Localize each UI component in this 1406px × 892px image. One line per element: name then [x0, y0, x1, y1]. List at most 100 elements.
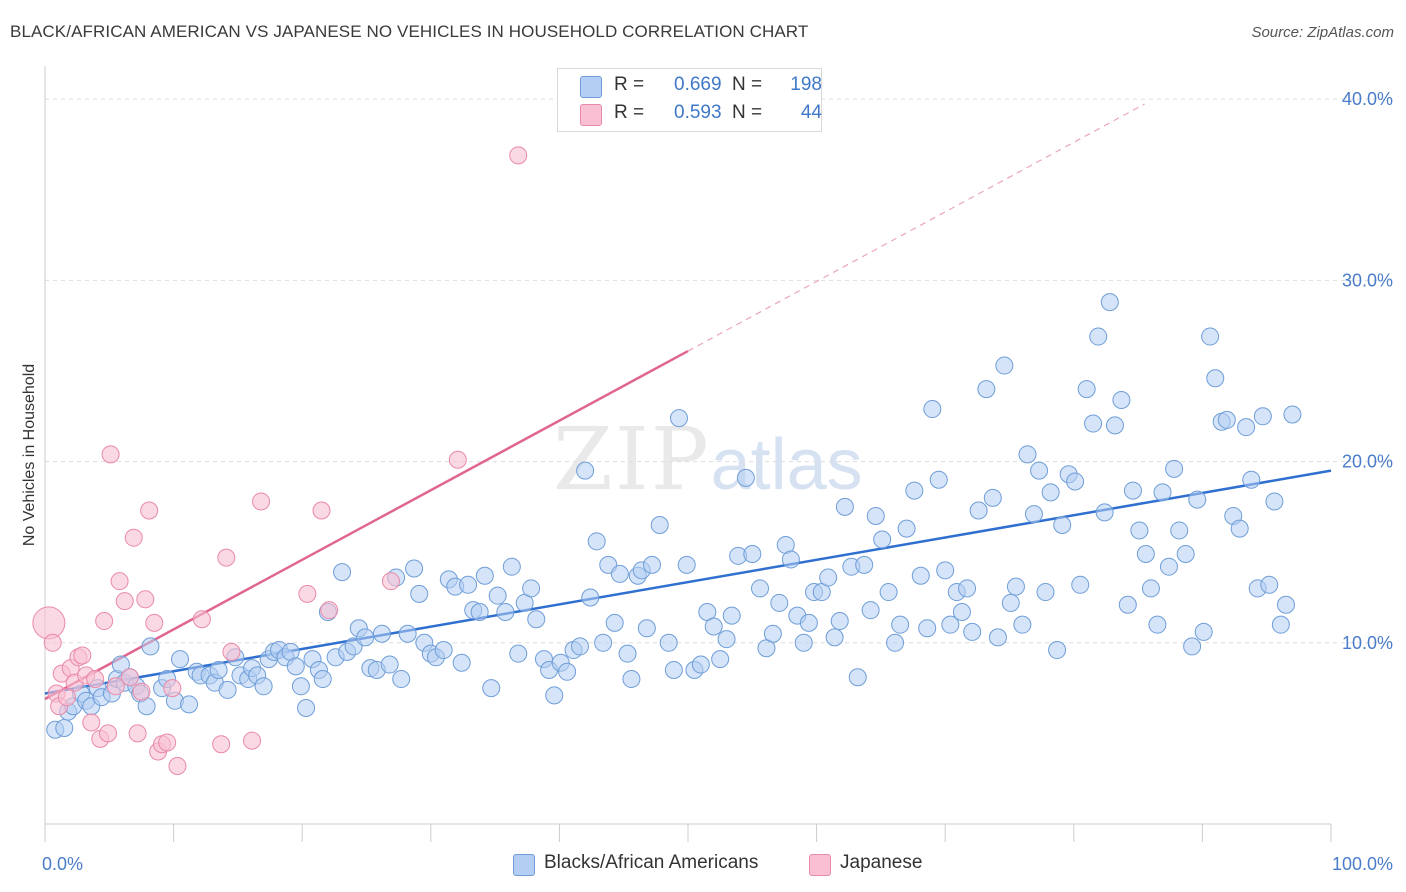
data-point-blacks: [291, 677, 310, 696]
data-point-blacks: [1253, 407, 1272, 426]
data-point-blacks: [392, 670, 411, 689]
legend-r-label: R =: [614, 102, 645, 123]
data-point-blacks: [835, 497, 854, 516]
data-point-japanese: [115, 592, 134, 611]
data-point-blacks: [452, 653, 471, 672]
legend-r-value: 0.669: [674, 74, 722, 95]
data-point-japanese: [192, 610, 211, 629]
data-point-japanese: [217, 548, 236, 567]
data-point-japanese: [57, 688, 76, 707]
data-point-blacks: [879, 583, 898, 602]
data-point-blacks: [905, 481, 924, 500]
data-point-blacks: [1170, 521, 1189, 540]
data-point-japanese: [381, 572, 400, 591]
legend-swatch-blue: [513, 854, 535, 876]
data-point-blacks: [763, 624, 782, 643]
trend-line-blacks: [44, 469, 1332, 695]
data-point-blacks: [581, 588, 600, 607]
data-point-japanese: [252, 492, 271, 511]
data-point-blacks: [111, 655, 130, 674]
y-tick-label: 30.0%: [1342, 270, 1393, 290]
data-point-blacks: [918, 619, 937, 638]
data-point-blacks: [1089, 327, 1108, 346]
data-point-japanese: [140, 501, 159, 520]
data-point-blacks: [861, 601, 880, 620]
data-point-blacks: [897, 519, 916, 538]
data-point-japanese: [43, 633, 62, 652]
data-point-blacks: [1194, 622, 1213, 641]
data-point-blacks: [770, 593, 789, 612]
data-point-japanese: [32, 606, 66, 640]
trend-line-japanese: [44, 349, 689, 701]
data-point-blacks: [1006, 577, 1025, 596]
data-point-blacks: [1030, 461, 1049, 480]
data-point-blacks: [380, 655, 399, 674]
data-point-blacks: [1123, 481, 1142, 500]
data-point-blacks: [570, 637, 589, 656]
data-point-blacks: [410, 584, 429, 603]
data-point-blacks: [1260, 575, 1279, 594]
tick-labels: 10.0% 20.0% 30.0% 40.0% 0.0% 100.0%: [42, 89, 1393, 874]
data-point-blacks: [866, 506, 885, 525]
x-tick-label: 0.0%: [42, 854, 83, 874]
data-point-blacks: [1159, 557, 1178, 576]
legend-swatch-pink: [809, 854, 831, 876]
data-point-blacks: [1148, 615, 1167, 634]
data-point-blacks: [929, 470, 948, 489]
data-point-blacks: [1265, 492, 1284, 511]
data-point-japanese: [163, 679, 182, 698]
data-point-blacks: [1018, 445, 1037, 464]
data-point-blacks: [659, 633, 678, 652]
data-point-blacks: [1242, 470, 1261, 489]
data-point-blacks: [218, 680, 237, 699]
data-point-blacks: [923, 400, 942, 419]
trend-line-japanese-extension: [687, 103, 1145, 352]
data-point-blacks: [558, 662, 577, 681]
data-point-blacks: [459, 575, 478, 594]
data-point-blacks: [704, 617, 723, 636]
data-point-blacks: [1237, 418, 1256, 437]
data-point-japanese: [136, 590, 155, 609]
data-point-japanese: [298, 584, 317, 603]
data-point-blacks: [1077, 380, 1096, 399]
data-point-blacks: [1276, 595, 1295, 614]
data-point-blacks: [522, 579, 541, 598]
data-point-japanese: [86, 670, 105, 689]
data-point-blacks: [209, 660, 228, 679]
data-point-blacks: [527, 610, 546, 629]
legend-n-value: 44: [800, 102, 822, 123]
data-point-blacks: [1136, 545, 1155, 564]
data-point-blacks: [717, 630, 736, 649]
data-point-blacks: [488, 586, 507, 605]
data-point-blacks: [650, 516, 669, 535]
points-japanese: [32, 146, 528, 776]
data-point-blacks: [55, 718, 74, 737]
data-point-japanese: [509, 146, 528, 165]
data-point-blacks: [405, 559, 424, 578]
data-point-blacks: [1013, 615, 1032, 634]
data-point-blacks: [848, 668, 867, 687]
data-point-blacks: [313, 670, 332, 689]
data-point-japanese: [73, 646, 92, 665]
data-point-blacks: [434, 641, 453, 660]
data-point-blacks: [1183, 637, 1202, 656]
data-point-blacks: [297, 699, 316, 718]
data-point-japanese: [95, 612, 114, 631]
data-point-blacks: [1036, 583, 1055, 602]
data-point-japanese: [222, 642, 241, 661]
data-point-japanese: [101, 445, 120, 464]
data-point-blacks: [587, 532, 606, 551]
data-point-blacks: [911, 566, 930, 585]
data-point-japanese: [158, 733, 177, 752]
data-point-blacks: [141, 637, 160, 656]
legend-swatch-blue: [580, 76, 602, 98]
y-tick-label: 20.0%: [1342, 452, 1393, 472]
data-point-blacks: [958, 579, 977, 598]
data-point-blacks: [691, 655, 710, 674]
y-axis-label: No Vehicles in Household: [21, 364, 38, 546]
data-point-blacks: [482, 679, 501, 698]
data-point-blacks: [794, 633, 813, 652]
legend-r-label: R =: [614, 74, 645, 95]
data-point-japanese: [320, 601, 339, 620]
